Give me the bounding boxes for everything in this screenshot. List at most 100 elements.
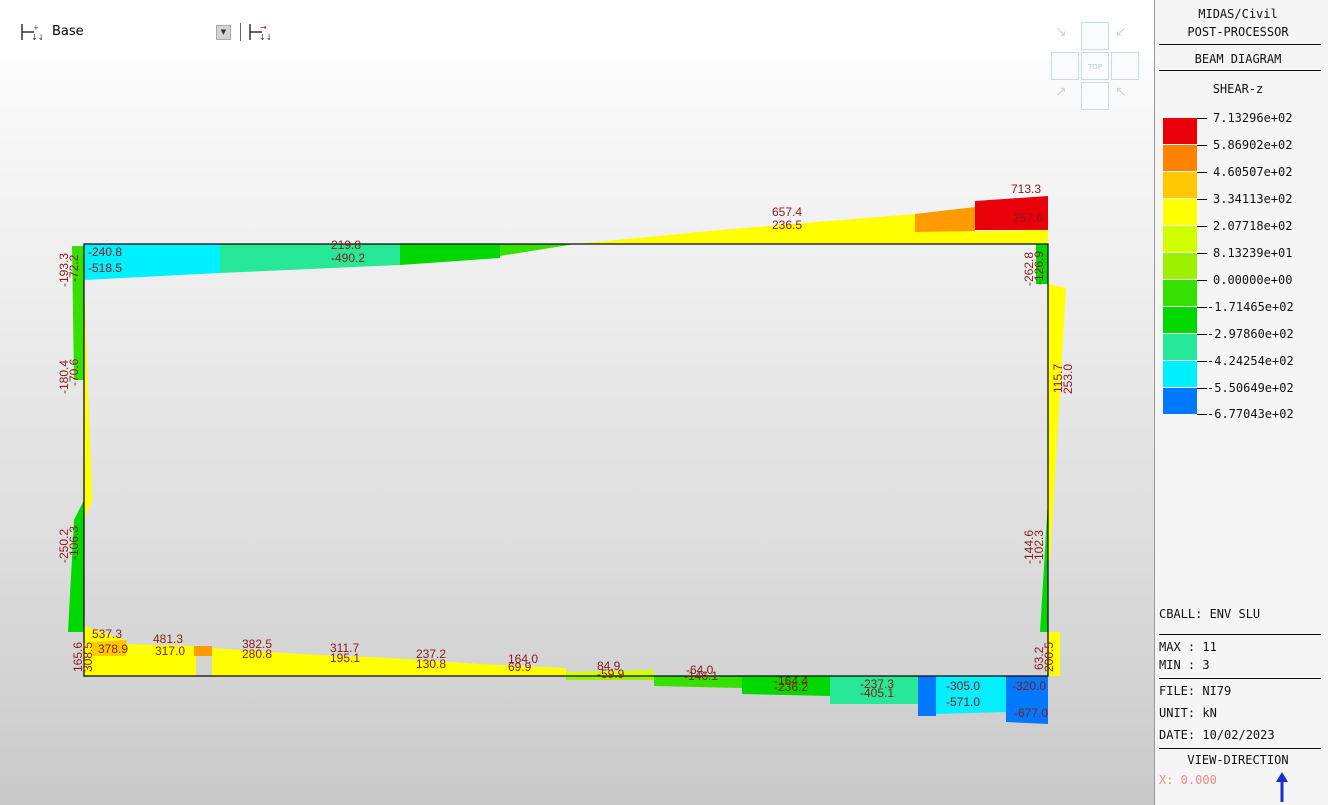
- diagram-label: -193.3: [57, 253, 71, 287]
- diagram-label: 253.0: [1061, 364, 1075, 394]
- module-name: POST-PROCESSOR: [1187, 25, 1289, 39]
- diagram-fill: [1006, 676, 1048, 724]
- scale-value: 8.13239e+01: [1213, 246, 1293, 260]
- diagram-label: -236.2: [774, 680, 808, 694]
- diagram-viewport[interactable]: + ↓↓ Base ▼ → ↓↓ ↘ ↙ TOP ↗ ↖: [0, 0, 1154, 805]
- corner-arrow-icon[interactable]: ↙: [1115, 24, 1127, 40]
- scale-tick: [1197, 280, 1207, 281]
- svg-text:↓↓: ↓↓: [31, 33, 42, 42]
- diagram-label: -250.2: [57, 529, 71, 563]
- diagram-label: 280.8: [242, 647, 272, 661]
- diagram-fill: [68, 500, 84, 632]
- scale-value: 4.60507e+02: [1213, 165, 1293, 179]
- dropdown-arrow-icon[interactable]: ▼: [216, 25, 231, 40]
- diagram-fill: [92, 640, 126, 656]
- corner-arrow-icon[interactable]: ↗: [1055, 84, 1067, 100]
- diagram-label: -70.6: [67, 358, 81, 386]
- divider: [1159, 678, 1321, 679]
- svg-text:+: +: [33, 24, 39, 32]
- diagram-label: 382.5: [242, 637, 272, 651]
- diagram-fill: [400, 244, 500, 265]
- diagram-label: 378.9: [98, 642, 128, 656]
- diagram-fill: [915, 230, 1048, 244]
- diagram-label: -405.1: [860, 686, 894, 700]
- scale-swatch: [1163, 199, 1197, 225]
- view-cube-top-face[interactable]: TOP: [1081, 52, 1109, 80]
- legend-panel: MIDAS/Civil POST-PROCESSOR BEAM DIAGRAM …: [1154, 0, 1328, 805]
- diagram-label: 195.1: [330, 651, 360, 665]
- diagram-fill: [126, 644, 196, 676]
- frame-outline: [83, 243, 1049, 677]
- diagram-fill: [212, 648, 300, 676]
- diagram-label: 164.0: [508, 652, 538, 666]
- svg-text:↓↓: ↓↓: [259, 33, 270, 42]
- view-cube-face[interactable]: [1111, 52, 1139, 80]
- story-select-value[interactable]: Base: [52, 24, 84, 39]
- view-cube-face[interactable]: [1051, 52, 1079, 80]
- diagram-label: 537.3: [92, 627, 122, 641]
- diagram-label: 130.8: [416, 657, 446, 671]
- diagram-label: -126.9: [1032, 251, 1046, 285]
- diagram-fill: [742, 676, 830, 696]
- diagram-label: -237.3: [860, 677, 894, 691]
- divider: [1159, 70, 1321, 71]
- corner-arrow-icon[interactable]: ↖: [1115, 84, 1127, 100]
- story-next-icon[interactable]: → ↓↓: [248, 22, 272, 46]
- scale-tick: [1197, 226, 1207, 227]
- scale-tick: [1197, 145, 1207, 146]
- view-cube-face[interactable]: [1081, 22, 1109, 50]
- diagram-label: 219.8: [331, 238, 361, 252]
- scale-swatch: [1163, 280, 1197, 306]
- view-direction-title: VIEW-DIRECTION: [1187, 753, 1289, 767]
- divider: [1159, 44, 1321, 45]
- diagram-fill: [936, 676, 1006, 714]
- view-cube[interactable]: ↘ ↙ TOP ↗ ↖: [1049, 22, 1139, 112]
- diagram-label: 84.9: [597, 659, 621, 673]
- diagram-fill: [84, 280, 92, 520]
- scale-tick: [1197, 307, 1207, 308]
- max-element: MAX : 11: [1159, 640, 1217, 654]
- corner-arrow-icon[interactable]: ↘: [1055, 24, 1067, 40]
- divider: [1159, 748, 1321, 749]
- diagram-fill: [390, 658, 480, 676]
- diagram-fill: [566, 676, 654, 680]
- scale-swatch: [1163, 145, 1197, 171]
- diagram-label: 236.5: [772, 218, 802, 232]
- diagram-type: BEAM DIAGRAM: [1194, 52, 1282, 66]
- diagram-fill: [915, 207, 975, 232]
- diagram-fill: [500, 244, 575, 256]
- date: DATE: 10/02/2023: [1159, 728, 1275, 742]
- diagram-fill: [72, 246, 84, 380]
- diagram-label: -518.5: [88, 261, 122, 275]
- diagram-label: -490.2: [331, 251, 365, 265]
- diagram-label: 657.4: [772, 205, 802, 219]
- diagram-label: -180.4: [57, 360, 71, 394]
- min-element: MIN : 3: [1159, 658, 1210, 672]
- view-cube-face[interactable]: [1081, 82, 1109, 110]
- diagram-label: -571.0: [946, 695, 980, 709]
- diagram-label: -305.0: [946, 679, 980, 693]
- scale-value: -5.50649e+02: [1207, 381, 1294, 395]
- diagram-label: 257.6: [1013, 211, 1043, 225]
- diagram-label: 200.5: [1042, 642, 1056, 672]
- load-combination: CBALL: ENV SLU: [1159, 607, 1261, 621]
- diagram-fill: [720, 214, 915, 244]
- scale-swatch: [1163, 361, 1197, 387]
- diagram-fill: [1048, 284, 1066, 560]
- diagram-label: -240.8: [88, 245, 122, 259]
- scale-value: 3.34113e+02: [1213, 192, 1293, 206]
- component-name: SHEAR-z: [1212, 82, 1264, 96]
- story-filter-icon[interactable]: + ↓↓: [20, 22, 44, 46]
- diagram-label: 311.7: [330, 641, 359, 655]
- diagram-fill: [84, 244, 220, 280]
- scale-value: 7.13296e+02: [1213, 111, 1293, 125]
- diagram-label: 63.2: [1032, 646, 1046, 670]
- diagram-label: -146.1: [684, 669, 718, 683]
- diagram-fill: [830, 676, 918, 704]
- diagram-label: -102.3: [1032, 530, 1046, 564]
- unit: UNIT: kN: [1159, 706, 1217, 720]
- scale-value: 5.86902e+02: [1213, 138, 1293, 152]
- shear-diagram: 713.3 257.6 657.4 236.5 219.8 -490.2 -24…: [57, 182, 1075, 724]
- diagram-label: -144.6: [1022, 530, 1036, 564]
- diagram-label: 237.2: [416, 647, 446, 661]
